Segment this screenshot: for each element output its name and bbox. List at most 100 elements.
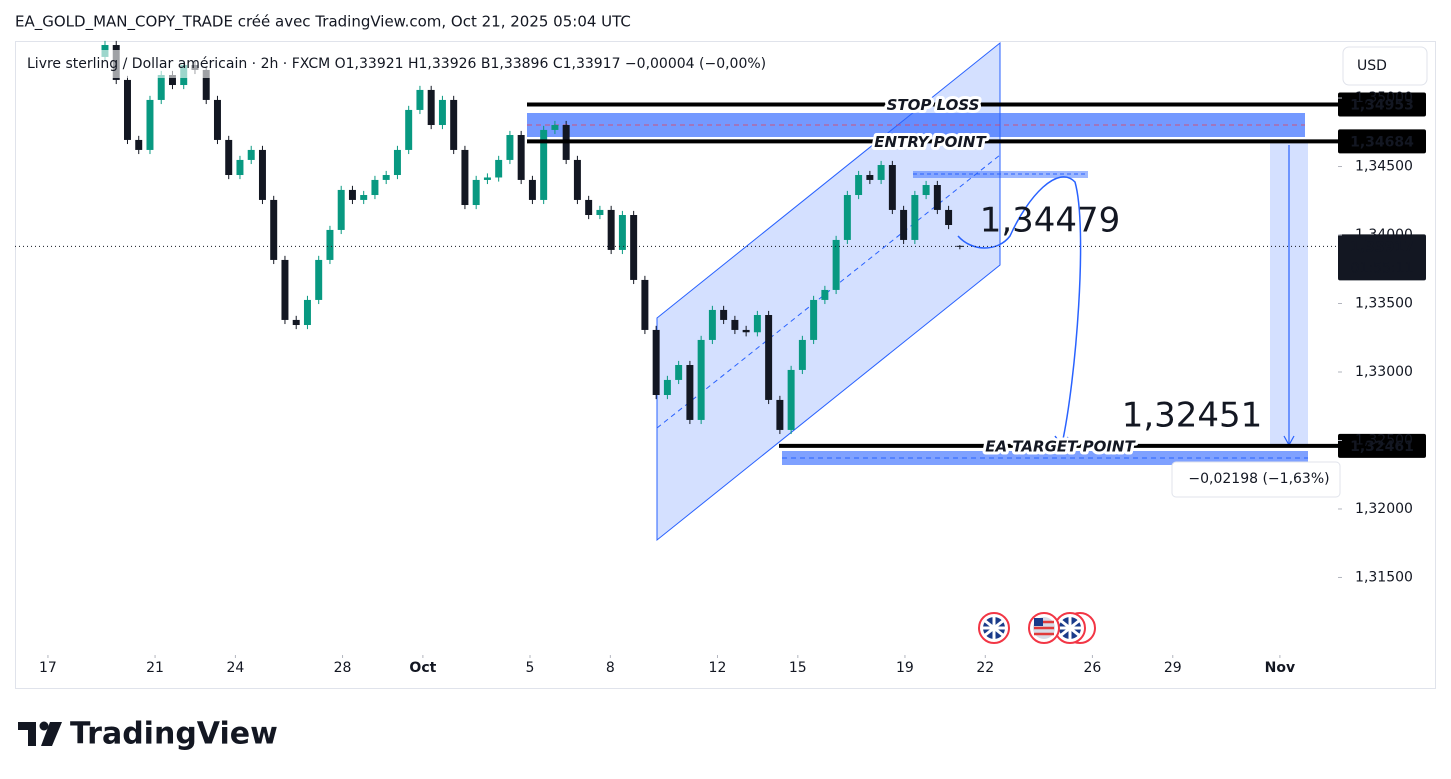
candle-body [810, 299, 818, 340]
candle-body [821, 289, 829, 300]
candle-body [787, 369, 795, 430]
event-icons [978, 612, 1096, 644]
candle-body [843, 195, 851, 240]
candle-body [652, 329, 660, 396]
x-tick-label: 21 [146, 660, 164, 676]
candle-body [641, 279, 649, 330]
level-price-box [1338, 129, 1426, 154]
annotation: 1,32451 [1122, 396, 1263, 436]
legend-bg [20, 50, 890, 78]
frame [15, 41, 1436, 689]
candle-body [776, 399, 784, 430]
candle-body [270, 199, 278, 260]
x-tick-label: 15 [789, 660, 807, 676]
y-tick-label: 1,34000 [1355, 227, 1413, 243]
x-tick-label: 28 [334, 660, 352, 676]
y-tick-label: 1,35000 [1355, 90, 1413, 106]
y-tick-label: 1,32000 [1355, 501, 1413, 517]
countdown-label: 01:55:11 [1351, 260, 1414, 276]
candle-body [213, 99, 221, 140]
y-tick-label: 1,31500 [1355, 569, 1413, 585]
candle-body [517, 135, 525, 180]
candle-body [472, 179, 480, 206]
candle-body [382, 175, 390, 180]
candle-body [877, 165, 885, 180]
candle-body [618, 215, 626, 250]
candle-body [495, 159, 503, 178]
x-tick-label: Oct [409, 660, 436, 676]
currency-label[interactable]: USD [1357, 58, 1387, 74]
candle-body [281, 259, 289, 320]
y-tick-label: 1,34500 [1355, 159, 1413, 175]
candle-body [753, 315, 761, 333]
level-name: EA TARGET POINT [985, 437, 1136, 455]
candle-body [765, 315, 773, 400]
candle-body [708, 309, 716, 340]
candle-body [697, 339, 705, 420]
event-flag-cross [1059, 617, 1081, 639]
candle-body [348, 189, 356, 200]
candle-body [393, 149, 401, 176]
logo-mark [39, 721, 49, 731]
y-tick-label: 1,32500 [1355, 432, 1413, 448]
candle-body [888, 165, 896, 210]
candle-body [427, 89, 435, 126]
candle-body [573, 159, 581, 200]
candle-body [832, 239, 840, 290]
logo-mark [41, 722, 62, 746]
candle-body [371, 179, 379, 196]
level-price-label: 1,32461 [1350, 439, 1414, 455]
candle-body [731, 319, 739, 330]
annotation: 1,34479 [980, 201, 1121, 241]
chart-title: EA_GOLD_MAN_COPY_TRADE créé avec Trading… [15, 13, 631, 32]
level-price-box [1338, 433, 1426, 458]
candle-body [315, 259, 323, 300]
candle-body [202, 69, 210, 100]
candle-body [945, 209, 953, 226]
candle-body [933, 185, 941, 210]
candle-body [450, 99, 458, 150]
currency-button[interactable] [1342, 46, 1428, 86]
x-tick-label: 5 [526, 660, 535, 676]
candle-body [303, 299, 311, 326]
level-price-label: 1,34684 [1350, 134, 1414, 150]
candle-body [258, 149, 266, 200]
candle-body [247, 149, 255, 160]
candle-body [123, 79, 131, 140]
candle-body [675, 365, 683, 380]
candle-body [438, 99, 446, 126]
y-tick-label: 1,33000 [1355, 364, 1413, 380]
candle-body [585, 199, 593, 216]
measure-label-bg [1171, 461, 1341, 498]
candle-body [236, 159, 244, 176]
symbol-legend: Livre sterling / Dollar américain · 2h ·… [27, 56, 766, 72]
channel-midline [656, 154, 1001, 429]
candle-body [798, 339, 806, 370]
x-tick-label: 22 [976, 660, 994, 676]
y-tick-label: 1,33500 [1355, 296, 1413, 312]
level-name: STOP LOSS [887, 96, 980, 114]
candle-body [607, 209, 615, 250]
x-tick-label: 8 [606, 660, 615, 676]
x-tick-label: 26 [1084, 660, 1102, 676]
candle-body [922, 185, 930, 196]
measure-label: −0,02198 (−1,63%) [1188, 471, 1329, 487]
candle-body [720, 309, 728, 320]
candle-body [146, 99, 154, 150]
candle-body [360, 195, 368, 200]
candle-body [596, 209, 604, 216]
candle-body [866, 175, 874, 180]
candle-body [506, 135, 514, 160]
candle-body [416, 89, 424, 110]
current-price-box [1338, 234, 1426, 281]
candle-body [135, 139, 143, 150]
candle-body [900, 209, 908, 240]
logo-mark [18, 722, 36, 746]
candle-body [483, 177, 491, 180]
candle-body [855, 175, 863, 196]
candle-body [326, 229, 334, 260]
x-tick-label: 17 [39, 660, 57, 676]
candle-body [630, 215, 638, 280]
event-flag-canton [1034, 618, 1043, 626]
